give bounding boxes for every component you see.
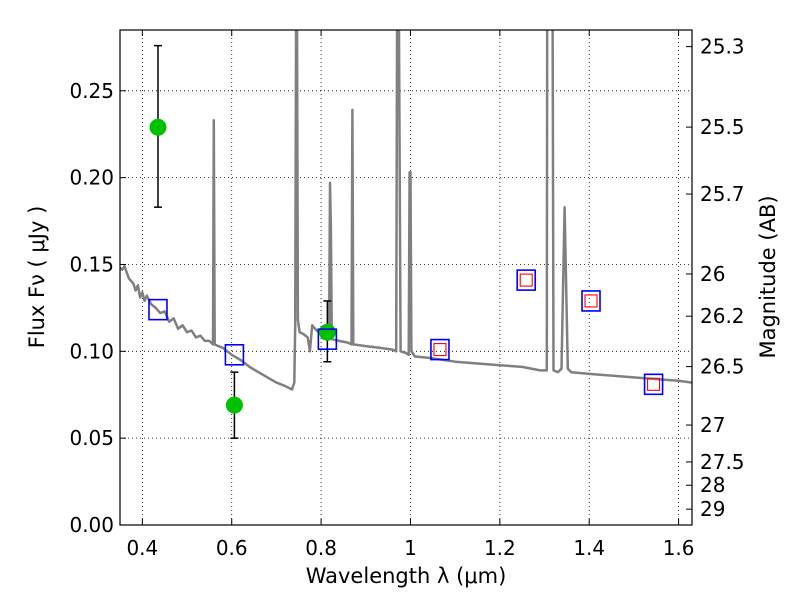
grid [120,30,692,525]
y-tick-label: 0.00 [69,513,114,537]
photometry-markers [148,44,664,439]
observed-flux-point [225,396,243,414]
observed-flux-point [318,323,336,341]
mag-tick-label: 26.5 [700,355,745,379]
mag-tick-label: 25.3 [700,35,745,59]
x-axis-label: Wavelength λ (μm) [306,564,507,588]
model-flux-square [148,298,168,321]
y-tick-label: 0.25 [69,79,114,103]
model-flux-square [516,269,537,291]
y-tick-label: 0.20 [69,166,114,190]
y-tick-label: 0.15 [69,252,114,276]
model-flux-inner-square [433,343,447,357]
x-tick-label: 1.4 [573,536,605,560]
observed-flux-point [149,118,167,136]
y2-axis-label: Magnitude (AB) [756,195,780,358]
y-tick-label: 0.05 [69,426,114,450]
x-tick-label: 0.8 [305,536,337,560]
mag-tick-label: 29 [700,497,725,521]
plot-frame [119,29,693,526]
x-tick-label: 1.2 [484,536,516,560]
mag-tick-label: 27.5 [700,450,745,474]
model-flux-square [224,343,245,366]
x-tick-label: 0.4 [126,536,158,560]
model-spectrum-line [120,30,692,391]
model-flux-inner-square [519,273,533,287]
model-flux-inner-square [584,294,598,308]
model-flux-square [317,328,338,350]
mag-tick-label: 25.7 [700,182,745,206]
mag-tick-label: 26.2 [700,304,745,328]
model-flux-square [643,373,664,396]
x-tick-label: 1 [404,536,417,560]
model-flux-square [430,338,450,361]
mag-tick-label: 26 [700,262,725,286]
y-axis-label: Flux Fν ( μJy ) [25,206,49,349]
model-spectrum [120,30,692,391]
mag-tick-label: 27 [700,413,725,437]
mag-tick-label: 28 [700,473,725,497]
x-tick-label: 0.6 [216,536,248,560]
model-flux-inner-square [647,377,661,391]
axis-ticks: 0.4 0.6 0.8 1 1.2 1.4 1.6 0.00 0.05 0.10 0.15 0.20 0… [69,30,745,560]
y-tick-label: 0.10 [69,339,114,363]
model-flux-square [581,290,601,312]
x-tick-label: 1.6 [663,536,695,560]
mag-tick-label: 25.5 [700,115,745,139]
